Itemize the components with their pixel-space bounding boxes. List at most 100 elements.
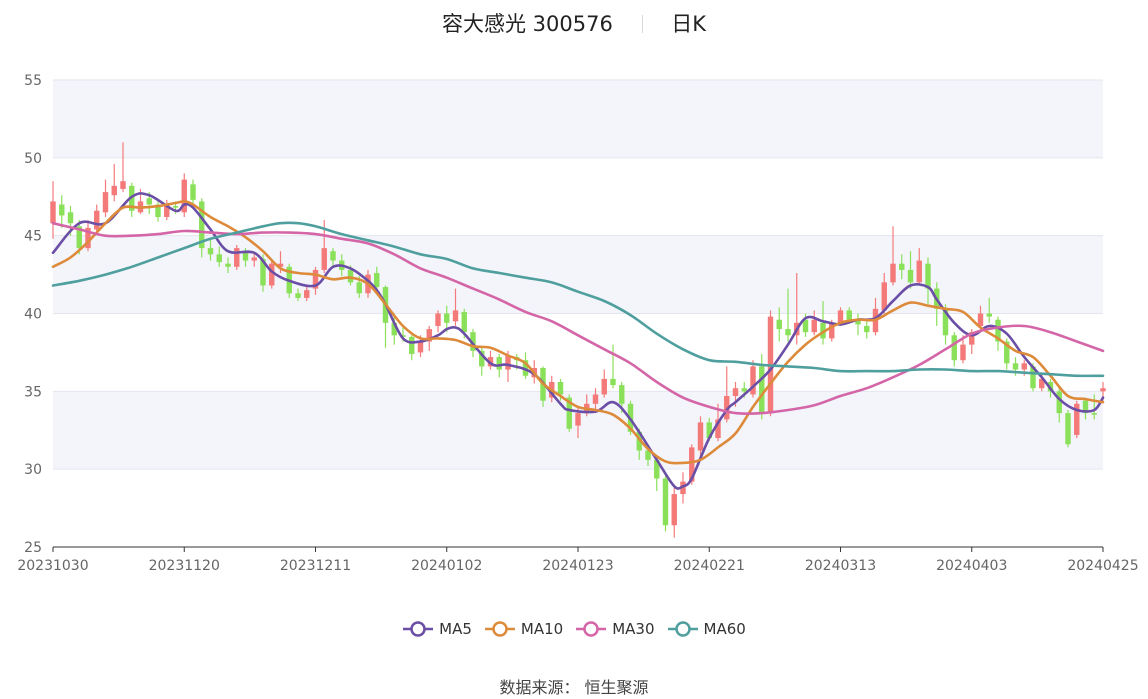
candle — [374, 266, 380, 291]
candle-body — [295, 293, 301, 298]
candle — [304, 285, 310, 302]
legend-marker-icon — [403, 621, 434, 637]
candle-body — [741, 388, 747, 392]
candle — [155, 201, 161, 222]
candle-body — [102, 192, 109, 213]
x-tick-label: 20231120 — [149, 558, 220, 574]
candle-body — [207, 248, 214, 255]
candle — [269, 260, 275, 289]
candle — [1082, 397, 1089, 420]
candle-body — [802, 319, 809, 333]
candle-body — [155, 204, 161, 217]
legend-label: MA30 — [612, 620, 655, 638]
stock-code: 300576 — [532, 12, 613, 36]
candle — [85, 220, 91, 252]
candle-body — [199, 201, 205, 249]
candle — [881, 273, 887, 314]
legend-marker-icon — [667, 621, 698, 637]
candle — [225, 257, 231, 274]
candle-body — [592, 394, 599, 404]
candlestick-chart: 25 30 35 40 45 50 55 20231030 20231120 20231211 20… — [17, 73, 1138, 574]
candle-body — [785, 329, 791, 336]
axes: 25 30 35 40 45 50 55 20231030 20231120 20231211 20… — [17, 73, 1138, 574]
candle-body — [759, 366, 765, 414]
candle-body — [1056, 391, 1062, 414]
candle — [1091, 394, 1097, 420]
candle — [120, 142, 126, 193]
candle — [234, 245, 240, 270]
candle-body — [907, 269, 914, 283]
candle — [1056, 388, 1062, 423]
candle — [216, 246, 222, 267]
grid-band — [53, 80, 1103, 158]
legend-circle — [492, 621, 508, 637]
candle-body — [304, 290, 310, 298]
candle — [995, 316, 1001, 351]
candle-body — [925, 263, 931, 289]
legend-label: MA5 — [439, 620, 472, 638]
candle-body — [671, 494, 677, 526]
candle-body — [76, 226, 82, 249]
ma-lines — [51, 192, 1105, 490]
candle-body — [67, 212, 74, 224]
legend-item-ma10[interactable]: MA10 — [484, 620, 563, 638]
candle — [654, 456, 660, 491]
legend-item-ma30[interactable]: MA30 — [575, 620, 655, 638]
candle — [750, 360, 756, 398]
candle — [164, 199, 170, 221]
candle-body — [662, 478, 669, 526]
candle-body — [426, 329, 432, 342]
series-line-ma60 — [51, 221, 1105, 378]
candle-body — [225, 263, 231, 267]
candle-body — [951, 335, 957, 361]
candle-body — [479, 350, 485, 367]
candle-body — [120, 181, 126, 189]
legend-item-ma60[interactable]: MA60 — [667, 620, 746, 638]
candle — [111, 164, 117, 202]
candle-body — [111, 185, 117, 196]
candle-body — [164, 204, 170, 217]
y-tick-label: 50 — [24, 151, 42, 167]
series-line-ma5 — [51, 192, 1105, 490]
candle — [855, 313, 861, 336]
candle — [960, 335, 966, 364]
candle-body — [146, 198, 152, 205]
candle-body — [1030, 366, 1036, 389]
candle-body — [452, 310, 459, 322]
candle-body — [697, 422, 704, 451]
candle — [435, 310, 441, 333]
plot-bands — [53, 80, 1103, 470]
candle-body — [566, 397, 572, 429]
candle — [662, 475, 669, 532]
candle-body — [820, 322, 826, 339]
x-tick-label: 20240221 — [674, 558, 745, 574]
candle-body — [689, 447, 695, 482]
candle-body — [846, 310, 852, 320]
candle-body — [321, 248, 327, 270]
candle-body — [242, 251, 249, 261]
candle — [899, 254, 905, 280]
candle — [59, 195, 65, 228]
source-value: 恒生聚源 — [584, 678, 649, 697]
candle-body — [496, 357, 502, 370]
candle-body — [269, 263, 275, 286]
candle-body — [837, 310, 844, 323]
legend-circle — [410, 621, 426, 637]
candle-body — [1091, 413, 1097, 415]
candle — [785, 288, 791, 342]
candle — [330, 248, 336, 267]
y-tick-label: 25 — [24, 540, 42, 556]
candle — [312, 266, 319, 295]
candle-body — [85, 227, 91, 249]
candle-body — [470, 332, 476, 351]
candle-body — [977, 313, 984, 326]
candle-body — [916, 260, 922, 283]
candle — [776, 307, 782, 342]
legend-item-ma5[interactable]: MA5 — [402, 620, 472, 638]
candle-body — [601, 378, 607, 395]
candle-body — [172, 206, 179, 208]
y-tick-label: 40 — [24, 307, 42, 323]
candle-body — [750, 366, 756, 395]
candle — [680, 472, 686, 504]
legend-marker-icon — [484, 621, 515, 637]
